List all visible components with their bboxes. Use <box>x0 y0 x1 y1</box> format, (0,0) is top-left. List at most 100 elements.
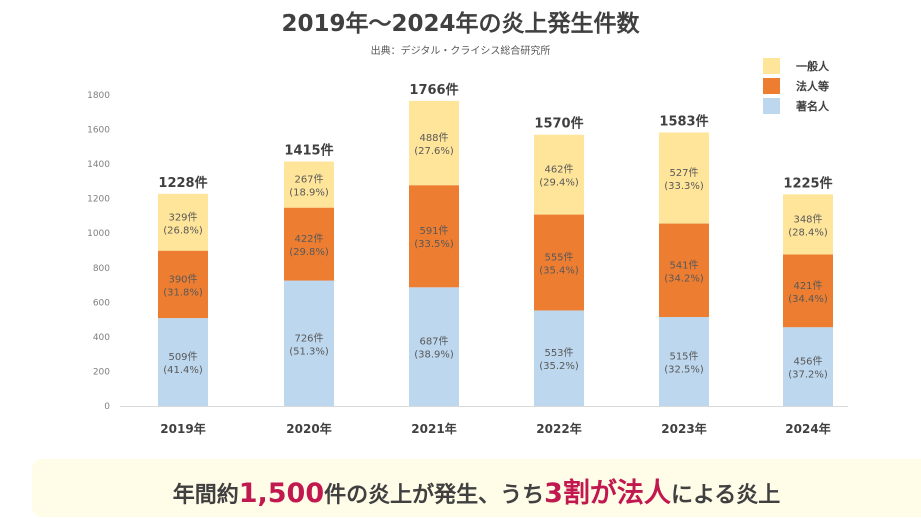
general-segment <box>409 100 459 186</box>
corporate-segment <box>158 250 208 319</box>
segment-value-label: 422件 <box>294 233 323 245</box>
segment-percent-label: (33.3%) <box>664 181 704 192</box>
segment-value-label: 267件 <box>294 174 323 186</box>
corporate-segment <box>284 207 334 281</box>
segment-value-label: 687件 <box>419 336 448 348</box>
summary-part1: 年間約 <box>172 483 239 508</box>
summary-callout: 年間約1,500件の炎上が発生、うち3割が法人による炎上 <box>32 459 921 517</box>
segment-percent-label: (41.4%) <box>163 365 203 376</box>
general-segment <box>783 194 833 255</box>
segment-percent-label: (29.8%) <box>289 247 329 258</box>
segment-value-label: 462件 <box>544 164 573 176</box>
bar-total-label: 1415件 <box>284 143 333 159</box>
segment-percent-label: (51.3%) <box>289 346 329 357</box>
y-tick-label: 0 <box>104 402 110 412</box>
legend-label: 法人等 <box>796 79 829 93</box>
corporate-segment <box>783 254 833 328</box>
segment-value-label: 591件 <box>419 225 448 237</box>
y-tick-label: 600 <box>93 298 110 308</box>
general-segment <box>659 132 709 224</box>
segment-percent-label: (28.4%) <box>788 227 828 238</box>
celebrity-segment <box>158 318 208 406</box>
bar-total-label: 1225件 <box>783 175 832 191</box>
celebrity-segment <box>409 287 459 406</box>
segment-percent-label: (35.2%) <box>539 361 579 372</box>
x-tick-label: 2022年 <box>536 421 581 436</box>
segment-percent-label: (35.4%) <box>539 266 579 277</box>
celebrity-segment <box>783 327 833 406</box>
y-tick-label: 1200 <box>87 195 110 205</box>
bar-stack-2021: 687件 (38.9%) 591件 (33.5%) 488件 (27.6%) 1766件 <box>409 82 459 406</box>
stacked-bar-chart: 0 200 400 600 800 1000 1200 1400 1600 1800 509件 (4… <box>87 58 848 436</box>
legend-swatch <box>763 98 780 114</box>
y-tick-label: 1400 <box>87 160 110 170</box>
y-tick-label: 200 <box>93 367 110 377</box>
segment-value-label: 456件 <box>793 356 822 368</box>
legend-label: 著名人 <box>796 99 830 113</box>
segment-value-label: 553件 <box>544 347 573 359</box>
general-segment <box>284 161 334 208</box>
legend-label: 一般人 <box>796 59 830 73</box>
segment-percent-label: (18.9%) <box>289 188 329 199</box>
segment-percent-label: (29.4%) <box>539 178 579 189</box>
legend-swatch <box>763 78 780 94</box>
bar-total-label: 1766件 <box>409 82 458 98</box>
segment-percent-label: (33.5%) <box>414 239 454 250</box>
chart-source: 出典：デジタル・クライシス総合研究所 <box>370 46 551 57</box>
x-tick-label: 2021年 <box>411 421 456 436</box>
corporate-segment <box>659 223 709 318</box>
y-tick-label: 1000 <box>87 229 110 239</box>
segment-value-label: 390件 <box>168 273 197 285</box>
summary-text: 年間約1,500件の炎上が発生、うち3割が法人による炎上 <box>32 471 921 510</box>
segment-value-label: 541件 <box>669 259 698 271</box>
bar-total-label: 1228件 <box>158 175 207 191</box>
bar-stack-2020: 726件 (51.3%) 422件 (29.8%) 267件 (18.9%) 1415件 <box>284 143 334 406</box>
corporate-segment <box>409 185 459 288</box>
segment-percent-label: (31.8%) <box>163 287 203 298</box>
segment-percent-label: (32.5%) <box>664 365 704 376</box>
x-tick-label: 2020年 <box>286 421 331 436</box>
bar-stack-2022: 553件 (35.2%) 555件 (35.4%) 462件 (29.4%) 1570件 <box>534 116 584 406</box>
segment-percent-label: (27.6%) <box>414 146 454 157</box>
general-segment <box>158 193 208 251</box>
bar-stack-2024: 456件 (37.2%) 421件 (34.4%) 348件 (28.4%) 1225件 <box>783 175 833 406</box>
general-segment <box>534 134 584 215</box>
bar-total-label: 1583件 <box>659 113 708 129</box>
segment-percent-label: (26.8%) <box>163 225 203 236</box>
bar-stack-2019: 509件 (41.4%) 390件 (31.8%) 329件 (26.8%) 1228件 <box>158 175 208 406</box>
y-tick-label: 800 <box>93 264 110 274</box>
y-axis: 0 200 400 600 800 1000 1200 1400 1600 1800 <box>87 91 110 412</box>
y-tick-label: 1600 <box>87 126 110 136</box>
segment-percent-label: (38.9%) <box>414 350 454 361</box>
segment-value-label: 348件 <box>793 213 822 225</box>
summary-highlight-share: 3割が法人 <box>544 478 671 509</box>
celebrity-segment <box>284 280 334 406</box>
y-tick-label: 400 <box>93 333 110 343</box>
segment-percent-label: (34.2%) <box>664 273 704 284</box>
x-tick-label: 2024年 <box>785 421 830 436</box>
summary-highlight-count: 1,500 <box>238 478 325 509</box>
legend-swatch <box>763 58 780 74</box>
segment-percent-label: (37.2%) <box>788 370 828 381</box>
summary-part2: 件の炎上が発生、うち <box>324 483 545 508</box>
bar-stack-2023: 515件 (32.5%) 541件 (34.2%) 527件 (33.3%) 1583件 <box>659 113 709 406</box>
segment-percent-label: (34.4%) <box>788 294 828 305</box>
celebrity-segment <box>534 310 584 406</box>
segment-value-label: 509件 <box>168 351 197 363</box>
corporate-segment <box>534 214 584 311</box>
x-tick-label: 2019年 <box>160 421 205 436</box>
summary-part3: による炎上 <box>670 483 781 508</box>
y-tick-label: 1800 <box>87 91 110 101</box>
segment-value-label: 329件 <box>168 211 197 223</box>
x-tick-label: 2023年 <box>661 421 706 436</box>
segment-value-label: 421件 <box>793 280 822 292</box>
segment-value-label: 488件 <box>419 132 448 144</box>
bars: 509件 (41.4%) 390件 (31.8%) 329件 (26.8%) 1228件 72… <box>158 82 833 406</box>
celebrity-segment <box>659 317 709 406</box>
segment-value-label: 555件 <box>544 252 573 264</box>
chart-title: 2019年〜2024年の炎上発生件数 <box>281 11 640 37</box>
segment-value-label: 726件 <box>294 332 323 344</box>
x-axis: 2019年 2020年 2021年 2022年 2023年 2024年 <box>160 421 830 436</box>
segment-value-label: 527件 <box>669 167 698 179</box>
